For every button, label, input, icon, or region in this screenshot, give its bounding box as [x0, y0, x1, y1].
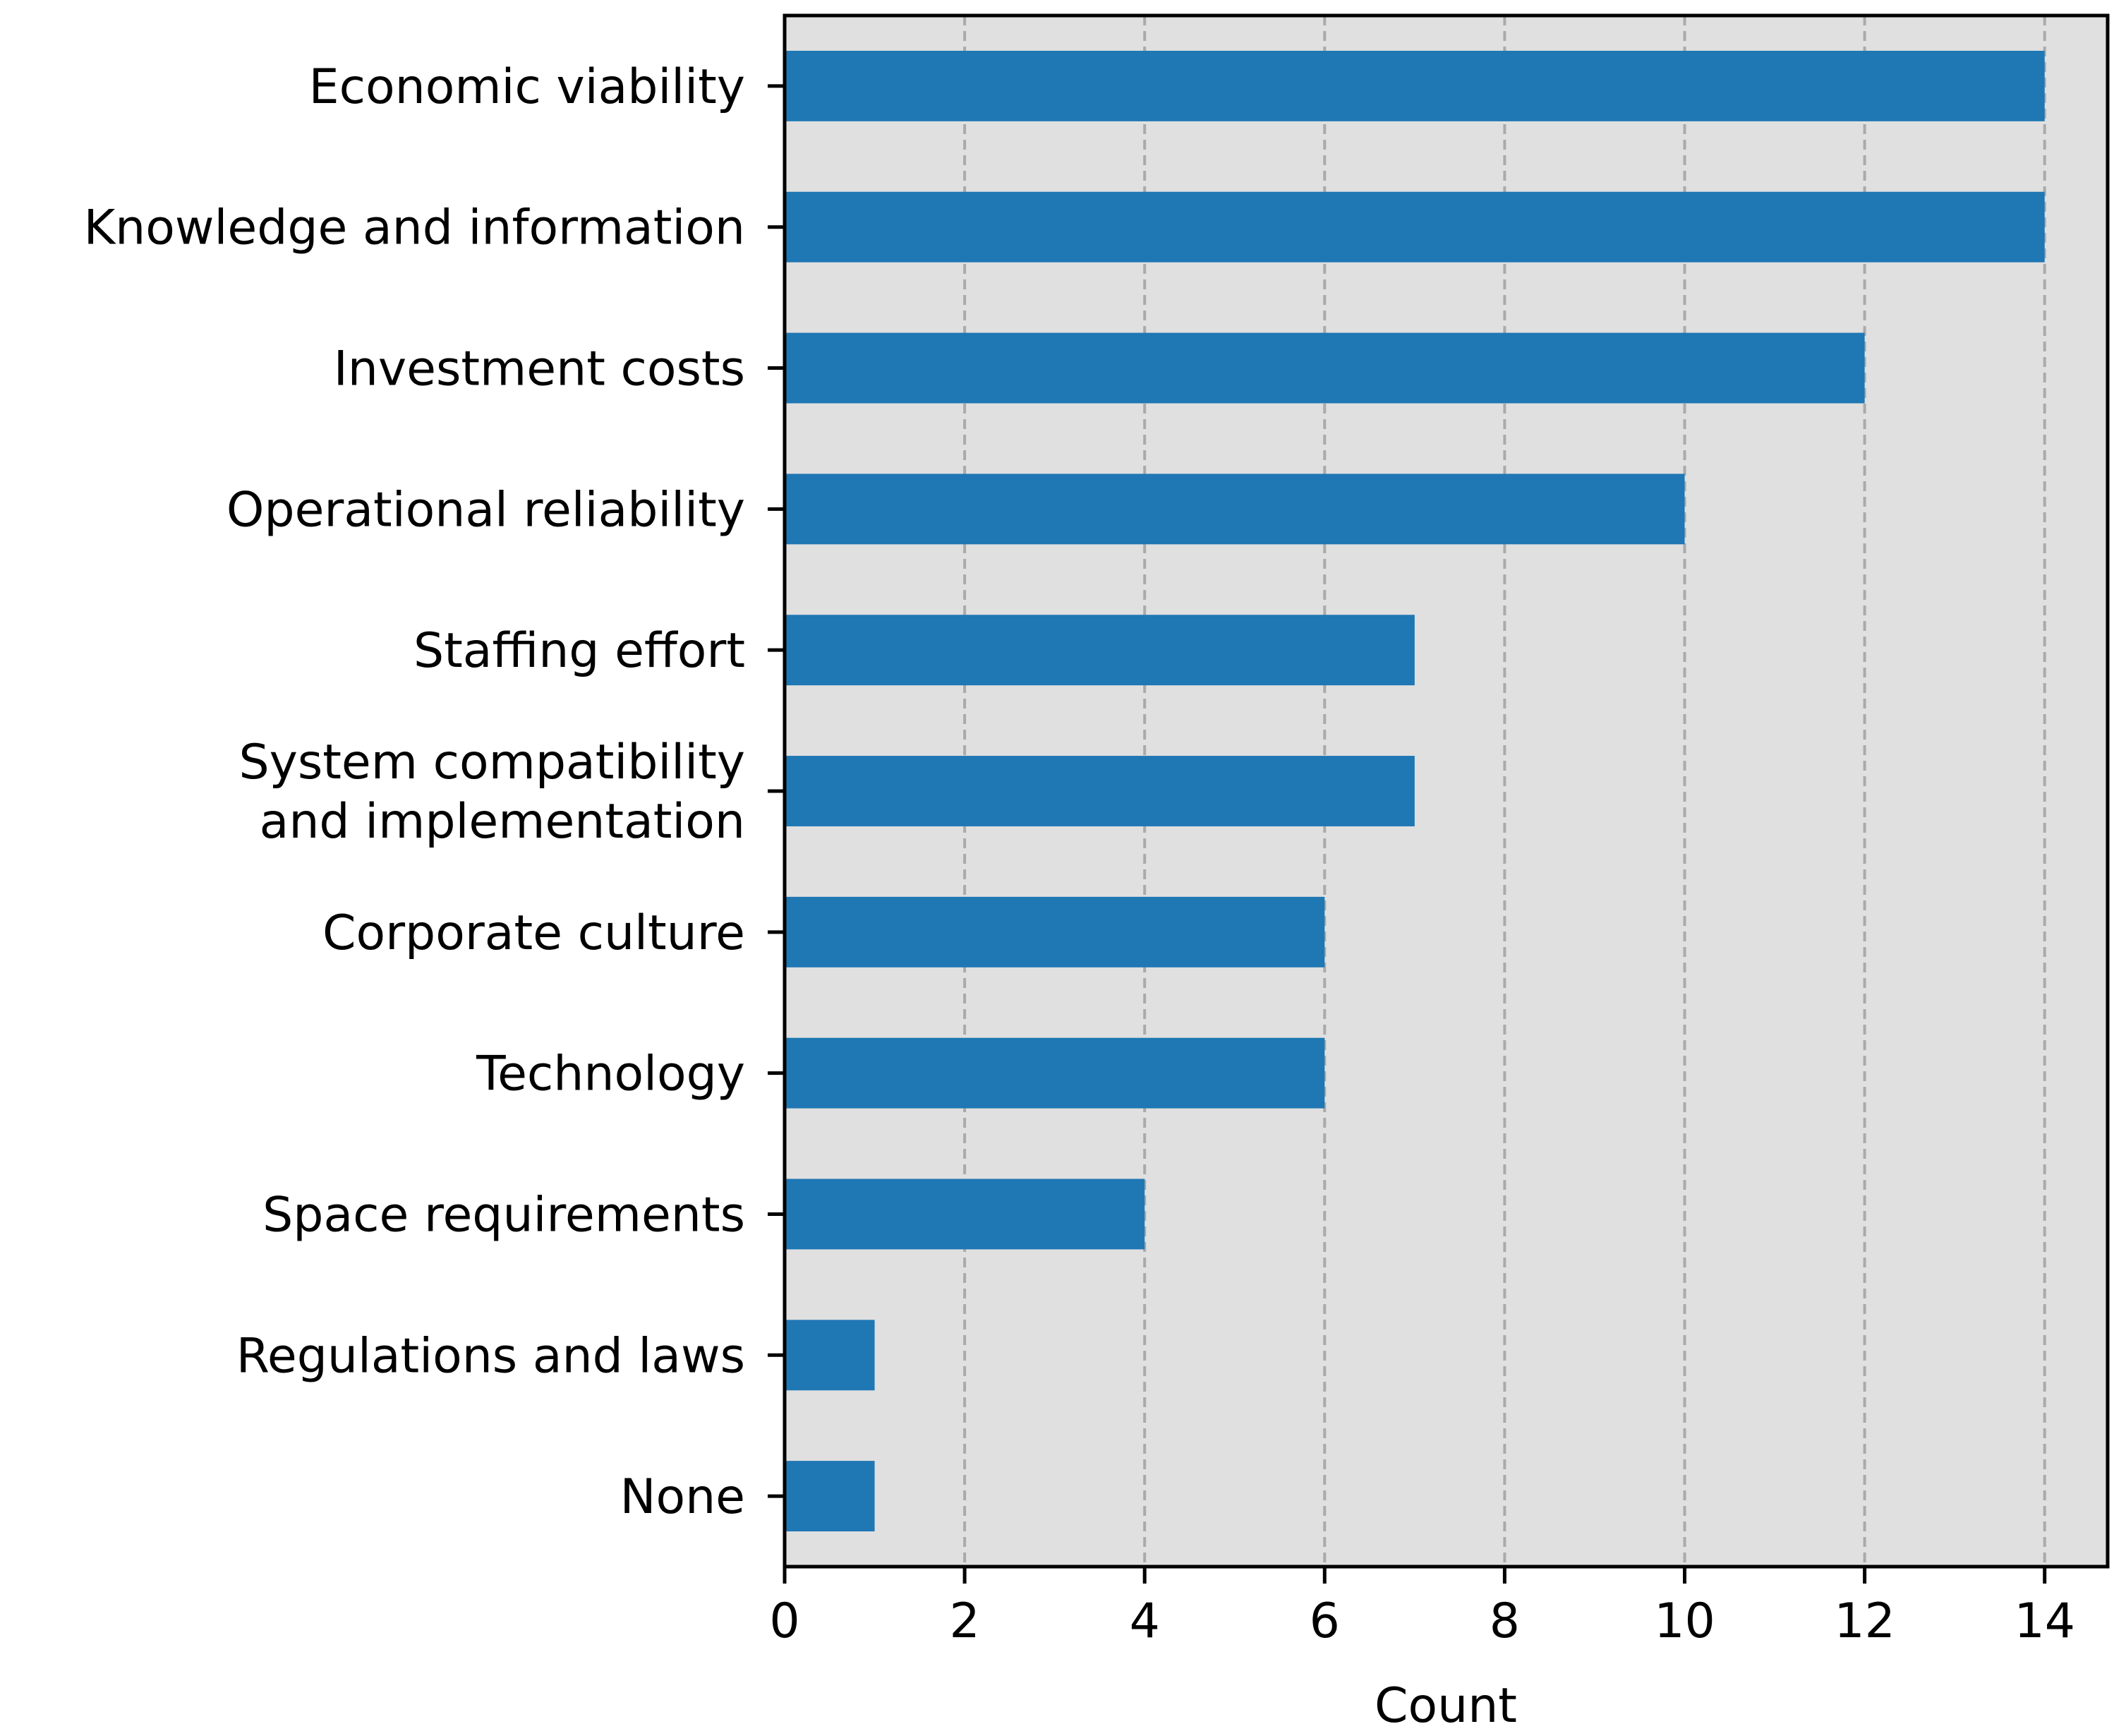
x-tick-label: 2 — [949, 1593, 979, 1649]
category-label: Investment costs — [334, 342, 745, 397]
category-label: Technology — [476, 1047, 745, 1102]
x-axis-title: Count — [1375, 1678, 1517, 1734]
bar — [785, 1461, 875, 1532]
x-tick-label: 8 — [1490, 1593, 1520, 1649]
x-tick-label: 12 — [1834, 1593, 1895, 1649]
bar — [785, 332, 1865, 404]
bar — [785, 1320, 875, 1391]
bar — [785, 191, 2045, 263]
category-label: Economic viability — [309, 59, 745, 115]
category-label: Space requirements — [262, 1187, 745, 1243]
bar — [785, 756, 1415, 826]
bar — [785, 1179, 1145, 1250]
x-axis-ticks: 0 2 4 6 8 10 12 14 — [769, 1567, 2075, 1649]
category-label: and implementation — [260, 794, 745, 850]
x-tick-label: 4 — [1130, 1593, 1160, 1649]
bar — [785, 896, 1325, 968]
category-label: Operational reliability — [226, 482, 745, 538]
x-tick-label: 0 — [769, 1593, 799, 1649]
category-label: System compatibility — [238, 735, 745, 790]
category-label: Staffing effort — [413, 623, 745, 679]
grid-lines — [963, 16, 2046, 1567]
x-tick-label: 6 — [1310, 1593, 1340, 1649]
y-axis-ticks: Economic viability Knowledge and informat… — [84, 59, 785, 1525]
category-label: None — [620, 1469, 745, 1525]
bar — [785, 1037, 1325, 1109]
bars — [785, 50, 2045, 1532]
bar — [785, 474, 1685, 545]
category-label: Regulations and laws — [236, 1328, 745, 1384]
x-tick-label: 10 — [1654, 1593, 1715, 1649]
bar — [785, 615, 1415, 686]
x-tick-label: 14 — [2014, 1593, 2075, 1649]
category-label: Knowledge and information — [84, 200, 745, 256]
category-label: Corporate culture — [322, 905, 745, 961]
bar — [785, 50, 2045, 121]
